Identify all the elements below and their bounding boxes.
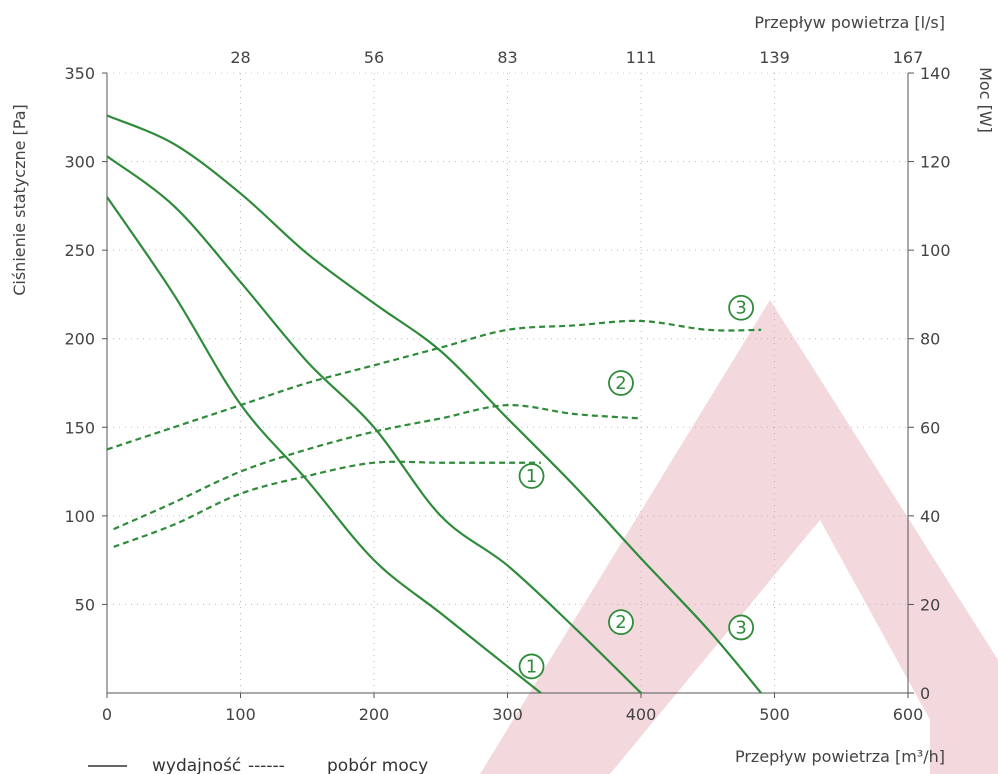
curve-marker-label: 2 [615,373,626,394]
x-axis-label: Przepływ powietrza [m³/h] [735,747,945,766]
y-right-tick-label: 40 [920,507,940,526]
watermark-logo [480,300,998,774]
y-left-tick-label: 250 [64,241,95,260]
y-left-tick-label: 100 [64,507,95,526]
x-tick-label: 100 [225,705,256,724]
y-right-tick-label: 60 [920,418,940,437]
curve-marker-circle [518,463,545,489]
y-left-tick-label: 350 [64,64,95,83]
x-tick-label: 200 [359,705,390,724]
curve-marker-label: 3 [735,298,746,319]
curve-markers: 1 2 3 1 2 3 [518,294,755,680]
y-right-axis-label: Moc [W] [976,67,995,133]
legend: wydajność ------ pobór mocy [88,756,428,774]
y-right-tick-label: 0 [920,684,930,703]
curve-marker-circle [518,653,545,680]
x-top-tick-label: 83 [497,48,517,67]
curve-marker-circle [608,370,634,396]
power-curve-3 [106,319,762,451]
y-right-tick-label: 120 [920,153,951,172]
x-tick-label: 600 [893,705,924,724]
y-right-tick-label: 100 [920,241,951,260]
grid [107,73,908,693]
tick-labels: 0 100 200 300 400 500 600 50 100 150 200 250 300 350 0… [64,48,950,724]
x-tick-label: 0 [102,705,112,724]
series-lines [106,114,762,694]
x-top-tick-label: 28 [230,48,250,67]
y-right-tick-label: 80 [920,330,940,349]
curve-marker-label: 1 [526,656,537,677]
legend-dashed-swatch: ------ [248,756,285,774]
x-tick-label: 300 [492,705,523,724]
x-top-tick-label: 139 [759,48,790,67]
y-left-tick-label: 150 [64,418,95,437]
y-right-tick-label: 140 [920,64,951,83]
power-curve-2 [113,404,642,531]
curve-marker-circle [728,614,755,641]
x-tick-label: 500 [759,705,790,724]
curve-marker-circle [608,609,634,636]
x-top-axis-label: Przepływ powietrza [l/s] [754,13,945,32]
airflow-curve-3 [106,114,762,694]
legend-solid-label: wydajność [152,756,241,774]
curve-marker-label: 1 [526,466,537,487]
airflow-curve-2 [106,155,642,694]
y-left-tick-label: 50 [75,595,95,614]
curve-marker-circle [728,294,755,321]
x-top-tick-label: 111 [626,48,657,67]
y-right-tick-label: 20 [920,595,940,614]
watermark-shape [480,300,998,774]
y-left-axis-label: Ciśnienie statyczne [Pa] [10,104,29,296]
x-tick-label: 400 [626,705,657,724]
y-left-tick-label: 300 [64,153,95,172]
x-top-tick-label: 167 [893,48,924,67]
curve-marker-label: 3 [735,617,746,638]
airflow-curve-1 [106,196,542,694]
curve-marker-label: 2 [615,612,626,633]
legend-dashed-label: pobór mocy [327,756,428,774]
x-top-tick-label: 56 [364,48,384,67]
y-left-tick-label: 200 [64,330,95,349]
